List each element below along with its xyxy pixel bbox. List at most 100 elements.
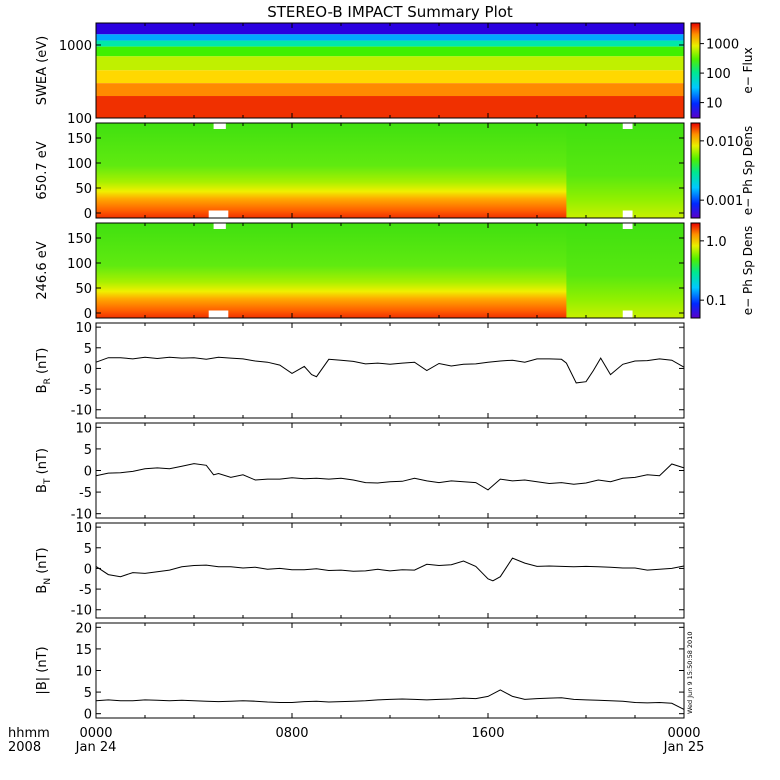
- swea-band-1: [96, 34, 684, 41]
- bmag-frame: [95, 622, 685, 719]
- swea-band-2: [96, 40, 684, 47]
- br-ylabel-unit: (nT): [35, 348, 50, 378]
- bn-ylabel-unit: (nT): [35, 547, 50, 577]
- pad650-colorbar: [690, 122, 701, 219]
- pad650-ylabel: 650.7 eV: [35, 141, 50, 199]
- swea-colorbar-tick-label-0: 1000: [706, 38, 739, 53]
- bt-ytick-label-4: -10: [71, 508, 92, 523]
- bn-ytick-label-1: 5: [84, 542, 92, 557]
- bn-ylabel-sub: N: [43, 578, 53, 585]
- pad650-colorbar-tick-label-1: 0.001: [706, 194, 743, 209]
- pad650-data-gap-0: [213, 123, 226, 129]
- footer-year-label: 2008: [8, 740, 41, 755]
- footer-tick-time-3: 0000: [667, 726, 700, 741]
- pad246-heatmap-weak: [566, 223, 684, 318]
- swea-colorbar: [690, 22, 701, 119]
- bt-frame: [95, 422, 685, 519]
- bmag-ytick-label-2: 10: [75, 665, 92, 680]
- swea-band-4: [96, 56, 684, 71]
- panel-swea: 1000 100 SWEA (eV) 1000 100 10 e− Flux: [35, 22, 755, 127]
- pad650-ytick-label-1: 100: [67, 157, 92, 172]
- swea-colorbar-tick-label-2: 10: [706, 97, 723, 112]
- pad246-data-gap-1: [208, 310, 229, 318]
- pad246-data-gap-2: [622, 223, 633, 229]
- swea-colorbar-label: e− Flux: [741, 47, 755, 93]
- pad650-data-gap-1: [208, 210, 229, 218]
- bn-ytick-label-0: 10: [75, 521, 92, 536]
- bmag-series-line: [95, 689, 685, 710]
- pad650-ytick-label-2: 50: [75, 182, 92, 197]
- pad246-data-gap-3: [622, 310, 633, 318]
- bn-ylabel: BN (nT): [35, 547, 53, 593]
- pad246-ytick-label-3: 0: [84, 307, 92, 322]
- pad650-data-gap-2: [622, 123, 633, 129]
- pad246-ytick-label-1: 100: [67, 257, 92, 272]
- bn-ytick-label-4: -10: [71, 604, 92, 619]
- br-ytick-label-2: 0: [84, 362, 92, 377]
- br-ylabel: BR (nT): [35, 348, 53, 394]
- bt-ylabel-unit: (nT): [35, 448, 50, 478]
- swea-ylabel: SWEA (eV): [35, 36, 50, 105]
- pad650-colorbar-label: e− Ph Sp Dens: [741, 126, 755, 215]
- pad650-data-gap-3: [622, 210, 633, 218]
- swea-band-3: [96, 46, 684, 57]
- bmag-ytick-label-1: 15: [75, 643, 92, 658]
- pad246-ytick-label-2: 50: [75, 282, 92, 297]
- pad246-colorbar-label: e− Ph Sp Dens: [741, 226, 755, 315]
- footer-tick-time-2: 1600: [471, 726, 504, 741]
- bt-ylabel-sub: T: [43, 478, 53, 485]
- bn-series-line: [95, 557, 685, 582]
- bn-ytick-label-2: 0: [84, 562, 92, 577]
- panel-bmag: 20 15 10 5 0 |B| (nT): [35, 621, 685, 723]
- pad650-heatmap-weak: [566, 123, 684, 218]
- swea-ytick-label-1: 100: [67, 112, 92, 127]
- bt-ytick-label-0: 10: [75, 421, 92, 436]
- swea-band-6: [96, 83, 684, 97]
- bt-ytick-label-2: 0: [84, 465, 92, 480]
- bt-ytick-label-3: -5: [79, 486, 92, 501]
- bmag-ytick-label-0: 20: [75, 621, 92, 636]
- bn-ytick-label-3: -5: [79, 583, 92, 598]
- panel-pad246: 150 100 50 0 246.6 eV 1.0 0.1 e− Ph Sp Dens: [35, 222, 755, 322]
- bt-series-line: [95, 463, 685, 491]
- swea-band-7: [96, 96, 684, 118]
- pad650-ytick-label-3: 0: [84, 207, 92, 222]
- pad650-colorbar-tick-label-0: 0.010: [706, 135, 743, 150]
- footer-tick-time-1: 0800: [275, 726, 308, 741]
- footer-time-label: hhmm: [8, 726, 50, 741]
- bmag-ylabel: |B| (nT): [35, 646, 50, 694]
- pad650-ytick-label-0: 150: [67, 132, 92, 147]
- bt-ylabel: BT (nT): [35, 448, 53, 493]
- pad246-colorbar-tick-label-1: 0.1: [706, 294, 727, 309]
- br-ytick-label-3: -5: [79, 383, 92, 398]
- footer-tick-date-3: Jan 25: [663, 740, 705, 755]
- chart-title: STEREO-B IMPACT Summary Plot: [267, 3, 513, 21]
- bmag-ytick-label-3: 5: [84, 686, 92, 701]
- pad246-ylabel: 246.6 eV: [35, 241, 50, 299]
- footer-tick-time-0: 0000: [79, 726, 112, 741]
- swea-colorbar-tick-label-1: 100: [706, 67, 731, 82]
- swea-band-0: [96, 23, 684, 35]
- swea-ytick-label-0: 1000: [59, 39, 92, 54]
- pad246-colorbar-tick-label-0: 1.0: [706, 235, 727, 250]
- br-series-line: [95, 356, 685, 384]
- bt-ytick-label-1: 5: [84, 443, 92, 458]
- swea-band-5: [96, 70, 684, 84]
- panel-bn: 10 5 0 -5 -10 BN (nT): [35, 521, 685, 619]
- br-ytick-label-0: 10: [75, 321, 92, 336]
- footer-tick-date-0: Jan 24: [75, 740, 117, 755]
- timestamp: Wed Jun 9 15:50:58 2010: [686, 632, 694, 714]
- br-ylabel-sub: R: [43, 378, 53, 384]
- br-frame: [95, 322, 685, 419]
- br-ytick-label-1: 5: [84, 342, 92, 357]
- panel-bt: 10 5 0 -5 -10 BT (nT): [35, 421, 685, 523]
- pad246-colorbar: [690, 222, 701, 319]
- panel-br: 10 5 0 -5 -10 BR (nT): [35, 321, 685, 419]
- br-ytick-label-4: -10: [71, 404, 92, 419]
- pad246-data-gap-0: [213, 223, 226, 229]
- bmag-ytick-label-4: 0: [84, 708, 92, 723]
